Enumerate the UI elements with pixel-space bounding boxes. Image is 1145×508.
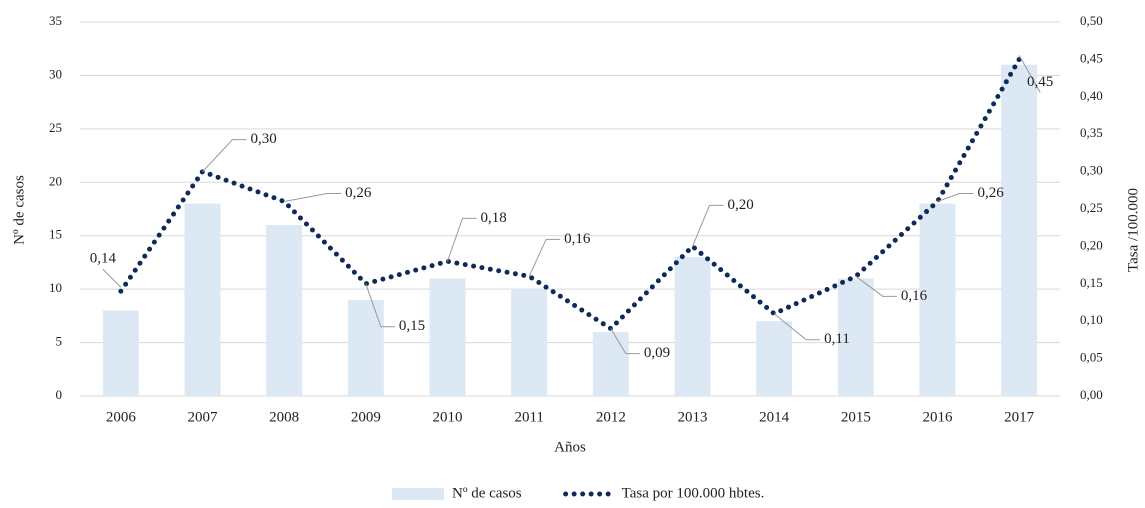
- x-tick-label: 2010: [433, 409, 463, 425]
- data-label: 0,09: [644, 345, 670, 361]
- y-tick-label: 10: [49, 280, 62, 295]
- leader-line: [773, 313, 821, 341]
- bar: [674, 257, 711, 396]
- bar: [347, 299, 384, 396]
- data-label: 0,45: [1027, 74, 1053, 90]
- bar: [184, 203, 221, 396]
- y-tick-label: 20: [49, 173, 62, 188]
- bar: [511, 289, 548, 396]
- x-tick-label: 2012: [596, 409, 626, 425]
- y2-tick-label: 0,35: [1080, 125, 1103, 140]
- y2-tick-label: 0,10: [1080, 312, 1103, 327]
- data-label: 0,14: [90, 251, 117, 267]
- data-label: 0,26: [978, 185, 1005, 201]
- y-tick-label: 15: [49, 227, 62, 242]
- data-label: 0,20: [728, 197, 754, 213]
- y2-tick-label: 0,20: [1080, 237, 1103, 252]
- y-tick-label: 30: [49, 66, 62, 81]
- x-tick-label: 2016: [923, 409, 954, 425]
- y2-tick-label: 0,00: [1080, 387, 1103, 402]
- leader-line: [202, 139, 247, 172]
- x-tick-label: 2009: [351, 409, 381, 425]
- y-axis-title: Nº de casos: [11, 175, 27, 245]
- data-label: 0,16: [901, 288, 928, 304]
- leader-line: [284, 193, 342, 203]
- y2-tick-label: 0,45: [1080, 50, 1103, 65]
- y2-tick-label: 0,15: [1080, 275, 1103, 290]
- x-tick-label: 2006: [106, 409, 137, 425]
- x-tick-label: 2013: [678, 409, 708, 425]
- data-label: 0,11: [824, 331, 850, 347]
- x-axis-title: Años: [554, 439, 586, 455]
- leader-line: [937, 193, 974, 202]
- data-label: 0,18: [481, 210, 507, 226]
- leader-line: [1018, 55, 1041, 93]
- leader-line: [610, 328, 640, 355]
- bar: [919, 203, 956, 396]
- y2-tick-label: 0,05: [1080, 350, 1103, 365]
- leader-line: [365, 283, 395, 328]
- x-tick-label: 2017: [1004, 409, 1035, 425]
- y-tick-label: 5: [56, 334, 63, 349]
- x-tick-label: 2014: [759, 409, 790, 425]
- legend-label: Nº de casos: [452, 485, 522, 501]
- x-tick-label: 2015: [841, 409, 871, 425]
- data-label: 0,30: [251, 131, 277, 147]
- y2-tick-label: 0,50: [1080, 13, 1103, 28]
- bar: [266, 225, 303, 396]
- y-tick-label: 0: [56, 387, 63, 402]
- legend-label: Tasa por 100.000 hbtes.: [622, 485, 765, 501]
- bar: [102, 310, 139, 396]
- leader-line: [692, 204, 724, 247]
- y-tick-label: 25: [49, 120, 62, 135]
- y2-tick-label: 0,25: [1080, 200, 1103, 215]
- leader-line: [102, 268, 122, 288]
- leader-line: [528, 238, 561, 277]
- bar: [756, 321, 793, 396]
- x-tick-label: 2011: [514, 409, 543, 425]
- data-label: 0,16: [564, 231, 591, 247]
- data-label: 0,26: [345, 185, 372, 201]
- bar: [429, 278, 466, 396]
- leader-line: [447, 217, 477, 262]
- y2-tick-label: 0,40: [1080, 88, 1103, 103]
- x-tick-label: 2008: [269, 409, 299, 425]
- bar: [837, 278, 874, 396]
- bar: [592, 331, 629, 396]
- y-tick-label: 35: [49, 13, 62, 28]
- data-label: 0,15: [399, 318, 425, 334]
- y2-tick-label: 0,30: [1080, 163, 1103, 178]
- x-tick-label: 2007: [188, 409, 219, 425]
- legend-swatch: [392, 488, 444, 500]
- bar: [1001, 64, 1038, 396]
- leader-line: [855, 275, 897, 297]
- y2-axis-title: Tasa /100.000: [1125, 188, 1141, 272]
- line: [118, 56, 1022, 332]
